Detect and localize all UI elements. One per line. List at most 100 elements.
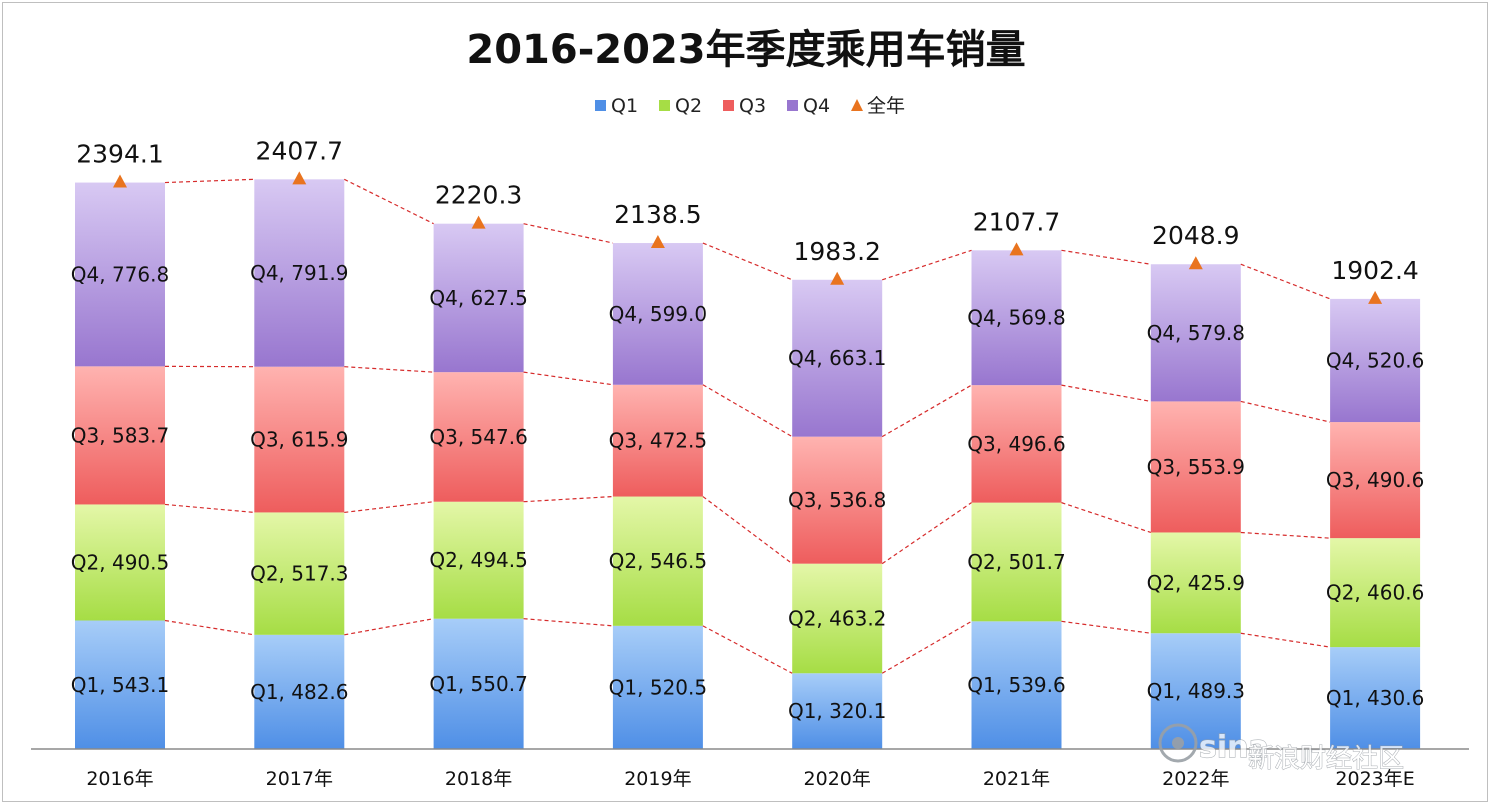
- bar-q3-0: [75, 366, 165, 505]
- label-q2-1: Q2, 517.3: [250, 562, 348, 586]
- connector-q1-4: [881, 620, 972, 674]
- bar-q4-3: [612, 243, 703, 385]
- connector-q4-3: [702, 242, 793, 281]
- total-marker-6: [1188, 256, 1203, 270]
- legend-triangle-icon: [851, 99, 863, 111]
- bar-q1-5: [971, 621, 1062, 749]
- bar-q1-1: [254, 634, 345, 749]
- connector-q2-6: [1240, 531, 1331, 539]
- segment-labels: Q1, 543.1 Q2, 490.5 Q3, 583.7 Q4, 776.8 Q1, …: [71, 261, 1425, 723]
- bar-q1-4: [792, 673, 883, 749]
- bar-q2-0: [75, 504, 165, 621]
- label-q2-7: Q2, 460.6: [1326, 581, 1424, 605]
- sina-eye-icon: [1158, 723, 1198, 763]
- connector-q2-5: [1061, 502, 1151, 534]
- sina-watermark: sina 新浪财经社区: [1158, 723, 1405, 775]
- label-q2-3: Q2, 546.5: [609, 549, 707, 573]
- connector-q1-5: [1061, 620, 1151, 634]
- connector-q2-0: [164, 503, 255, 514]
- x-axis-tick-labels: 2016年 2017年 2018年 2019年 2020年 2021年 2022年 2023年…: [86, 768, 1414, 790]
- legend-swatch: [723, 100, 734, 111]
- connector-q1-3: [702, 625, 793, 674]
- bar-q2-2: [433, 501, 524, 619]
- total-label-3: 2138.5: [614, 200, 701, 229]
- label-q3-5: Q3, 496.6: [967, 432, 1065, 456]
- label-q1-7: Q1, 430.6: [1326, 686, 1424, 710]
- label-q3-0: Q3, 583.7: [71, 423, 169, 447]
- connector-q4-4: [882, 249, 972, 281]
- bar-q2-7: [1330, 538, 1421, 648]
- legend-item-q1: Q1: [595, 95, 638, 117]
- label-q4-4: Q4, 663.1: [788, 346, 886, 370]
- stacked-bar-chart: 2016-2023年季度乘用车销量 Q1 Q2 Q3 Q4 全年 Q1, 543.1 Q2…: [31, 27, 1469, 790]
- label-q3-4: Q3, 536.8: [788, 488, 886, 512]
- connector-q1-1: [344, 618, 434, 636]
- bar-q2-1: [254, 512, 345, 635]
- connector-q4-1: [344, 178, 434, 225]
- label-q1-1: Q1, 482.6: [250, 680, 348, 704]
- bar-q4-4: [792, 279, 883, 437]
- label-q3-3: Q3, 472.5: [609, 429, 707, 453]
- label-q1-2: Q1, 550.7: [429, 672, 527, 696]
- connector-q2-2: [523, 495, 613, 503]
- connector-q3-1: [344, 366, 434, 373]
- connector-q3-5: [1061, 384, 1151, 403]
- connector-q1-0: [164, 619, 255, 636]
- total-marker-3: [650, 235, 665, 249]
- label-q1-4: Q1, 320.1: [788, 699, 886, 723]
- connector-q3-6: [1240, 400, 1331, 423]
- bar-q2-5: [971, 502, 1062, 622]
- legend-swatch: [659, 100, 670, 111]
- legend-label: Q1: [611, 95, 638, 117]
- label-q1-6: Q1, 489.3: [1147, 679, 1245, 703]
- x-tick-0: 2016年: [86, 768, 153, 790]
- total-label-5: 2107.7: [973, 207, 1060, 236]
- series-connector-lines: [164, 178, 1331, 674]
- watermark-brand: sina: [1199, 730, 1269, 765]
- x-tick-4: 2020年: [804, 768, 871, 790]
- legend-label: Q4: [803, 95, 830, 117]
- x-tick-6: 2022年: [1162, 768, 1229, 790]
- total-label-0: 2394.1: [76, 140, 163, 169]
- legend-swatch: [787, 100, 798, 111]
- bar-q3-2: [433, 372, 524, 502]
- label-q2-5: Q2, 501.7: [967, 550, 1065, 574]
- label-q1-3: Q1, 520.5: [609, 675, 707, 699]
- label-q2-4: Q2, 463.2: [788, 606, 886, 630]
- legend-item-q2: Q2: [659, 95, 702, 117]
- bar-stacks: [75, 179, 1421, 749]
- label-q3-1: Q3, 615.9: [250, 428, 348, 452]
- total-label-6: 2048.9: [1152, 221, 1239, 250]
- x-tick-5: 2021年: [983, 768, 1050, 790]
- bar-q4-7: [1330, 298, 1421, 423]
- label-q4-1: Q4, 791.9: [250, 261, 348, 285]
- connector-q4-5: [1061, 249, 1151, 265]
- chart-title: 2016-2023年季度乘用车销量: [466, 27, 1025, 73]
- connector-q1-2: [523, 618, 613, 627]
- label-q4-3: Q4, 599.0: [609, 302, 707, 326]
- total-markers: 2394.1 2407.7 2220.3 2138.5 1983.2 2107.7 2048…: [76, 136, 1419, 304]
- legend-item-q4: Q4: [787, 95, 830, 117]
- connector-q2-3: [702, 496, 793, 565]
- legend-label: Q3: [739, 95, 766, 117]
- label-q4-6: Q4, 579.8: [1147, 321, 1245, 345]
- label-q4-5: Q4, 569.8: [967, 306, 1065, 330]
- bar-q2-4: [792, 563, 883, 674]
- bar-q1-3: [612, 625, 703, 749]
- bar-q3-5: [971, 385, 1062, 503]
- bar-q3-4: [792, 436, 883, 564]
- legend-label: 全年: [867, 95, 905, 117]
- total-marker-0: [113, 174, 127, 188]
- bar-q1-0: [75, 620, 165, 749]
- total-label-2: 2220.3: [435, 181, 522, 210]
- chart-legend: Q1 Q2 Q3 Q4 全年: [595, 95, 905, 117]
- x-tick-1: 2017年: [266, 768, 333, 790]
- connector-q3-2: [523, 371, 613, 386]
- legend-label: Q2: [675, 95, 702, 117]
- bar-q2-3: [612, 496, 703, 626]
- total-marker-2: [471, 215, 486, 229]
- x-tick-3: 2019年: [624, 768, 691, 790]
- bar-q2-6: [1150, 532, 1241, 634]
- total-marker-7: [1368, 290, 1383, 304]
- bar-q3-7: [1330, 422, 1421, 539]
